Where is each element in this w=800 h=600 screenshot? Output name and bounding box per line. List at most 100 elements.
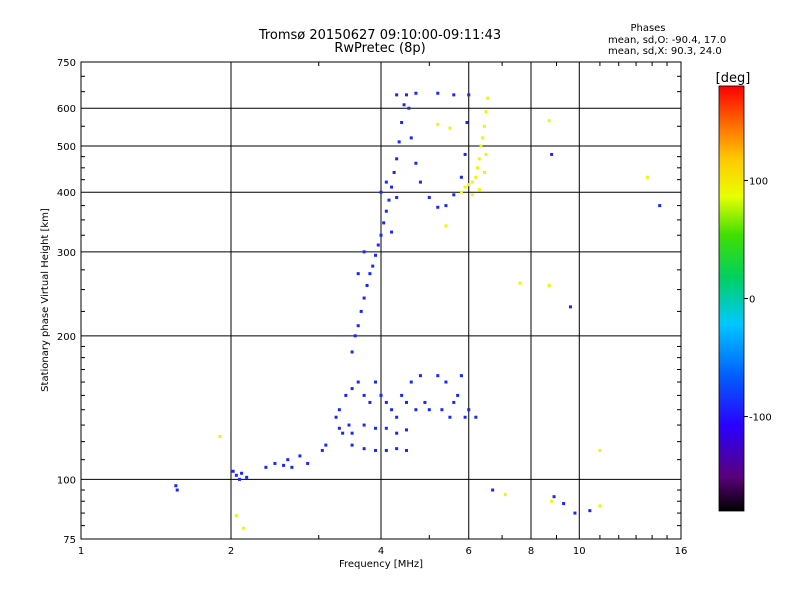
data-point-o [427, 195, 431, 199]
data-point-o [320, 448, 324, 452]
data-point-x [481, 136, 485, 140]
data-point-o [395, 415, 399, 419]
colorbar-tick-label: 0 [749, 295, 755, 306]
data-point-x [444, 224, 448, 228]
data-point-o [379, 393, 383, 397]
x-tick-label: 10 [573, 546, 586, 557]
data-point-o [392, 170, 396, 174]
data-point-o [467, 93, 471, 97]
data-point-o [448, 415, 452, 419]
data-point-o [414, 161, 418, 165]
data-point-o [390, 230, 394, 234]
data-point-o [384, 426, 388, 430]
data-point-o [436, 374, 440, 378]
data-point-x [486, 96, 490, 100]
data-point-o [414, 408, 418, 412]
data-point-o [324, 443, 328, 447]
x-tick-label: 8 [528, 546, 534, 557]
data-point-x [470, 193, 474, 197]
data-point-o [174, 484, 178, 488]
data-point-o [562, 502, 566, 506]
data-point-o [341, 431, 345, 435]
x-tick-label: 4 [378, 546, 384, 557]
data-point-x [470, 180, 474, 184]
data-point-o [368, 400, 372, 404]
data-point-o [552, 495, 556, 499]
x-tick-label: 16 [675, 546, 688, 557]
data-point-o [245, 475, 249, 479]
y-tick-label: 200 [57, 332, 76, 343]
data-point-o [384, 400, 388, 404]
data-point-o [376, 243, 380, 247]
data-point-o [568, 305, 572, 309]
data-point-o [404, 93, 408, 97]
data-point-o [379, 233, 383, 237]
data-point-o [452, 193, 456, 197]
x-axis-label: Frequency [MHz] [339, 559, 423, 570]
data-point-x [547, 283, 551, 287]
data-point-o [362, 393, 366, 397]
data-point-x [477, 157, 481, 161]
data-point-o [264, 465, 268, 469]
data-point-o [362, 423, 366, 427]
data-point-o [334, 415, 338, 419]
data-point-o [379, 190, 383, 194]
data-point-o [444, 204, 448, 208]
data-point-o [397, 140, 401, 144]
data-point-x [477, 188, 481, 192]
y-tick-label: 400 [57, 188, 76, 199]
y-tick-label: 300 [57, 248, 76, 259]
data-point-o [459, 175, 463, 179]
data-point-o [436, 205, 440, 209]
data-point-o [444, 380, 448, 384]
colorbar-tick-label: 100 [749, 176, 768, 187]
y-tick-label: 100 [57, 475, 76, 486]
x-tick-label: 2 [228, 546, 234, 557]
data-point-o [463, 415, 467, 419]
data-point-x [503, 492, 507, 496]
legend-line-o: mean, sd,O: -90.4, 17.0 [608, 35, 726, 46]
data-point-x [550, 499, 554, 503]
data-point-o [427, 408, 431, 412]
data-point-o [382, 221, 386, 225]
data-point-o [395, 93, 399, 97]
y-tick-label: 500 [57, 142, 76, 153]
data-point-o [418, 180, 422, 184]
data-point-o [237, 477, 241, 481]
data-point-x [448, 126, 452, 130]
data-point-o [465, 121, 469, 125]
data-point-o [404, 448, 408, 452]
data-points [174, 91, 662, 530]
data-point-o [573, 511, 577, 515]
data-point-o [395, 431, 399, 435]
x-tick-label: 1 [78, 546, 84, 557]
data-point-o [347, 423, 351, 427]
data-point-x [467, 183, 471, 187]
colorbar [718, 85, 745, 512]
data-point-o [407, 106, 411, 110]
data-point-o [384, 448, 388, 452]
data-point-o [368, 272, 372, 276]
data-point-x [436, 122, 440, 126]
y-tick-label: 600 [57, 104, 76, 115]
data-point-o [459, 374, 463, 378]
data-point-o [491, 488, 495, 492]
data-point-x [518, 281, 522, 285]
data-point-o [374, 426, 378, 430]
data-point-x [459, 190, 463, 194]
grid-lines [81, 62, 681, 539]
data-point-o [371, 264, 375, 268]
data-point-o [175, 488, 179, 492]
colorbar-label: [deg] [716, 71, 751, 86]
data-point-o [362, 250, 366, 254]
data-point-o [282, 463, 286, 467]
data-point-o [273, 461, 277, 465]
data-point-o [350, 431, 354, 435]
colorbar-tick-label: -100 [749, 413, 772, 424]
data-point-o [395, 447, 399, 451]
data-point-o [463, 152, 467, 156]
data-point-o [350, 387, 354, 391]
data-point-o [404, 400, 408, 404]
data-point-o [423, 400, 427, 404]
data-point-o [418, 374, 422, 378]
